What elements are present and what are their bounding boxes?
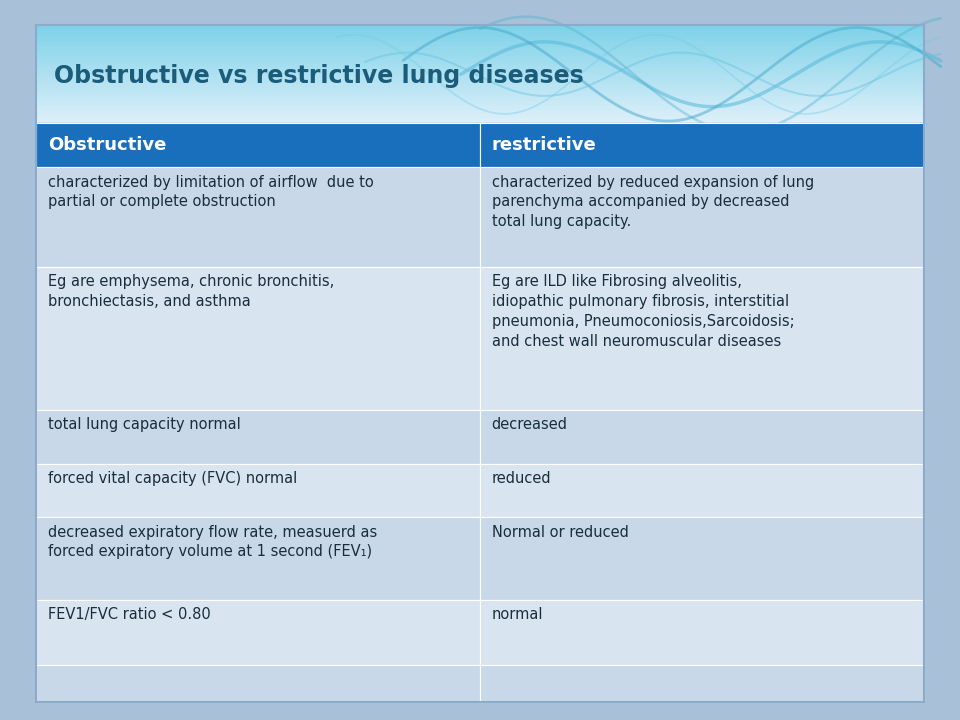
- Bar: [36, 31, 924, 33]
- Bar: [36, 54, 924, 56]
- Text: FEV1/FVC ratio < 0.80: FEV1/FVC ratio < 0.80: [48, 607, 211, 622]
- Bar: [36, 26, 924, 29]
- Bar: [36, 78, 924, 81]
- Text: reduced: reduced: [492, 471, 551, 486]
- Bar: [480, 665, 924, 702]
- Bar: [36, 66, 924, 68]
- Text: Normal or reduced: Normal or reduced: [492, 525, 629, 540]
- Bar: [36, 167, 480, 267]
- Bar: [36, 71, 924, 73]
- Bar: [36, 95, 924, 97]
- Bar: [36, 113, 924, 115]
- Bar: [36, 42, 924, 45]
- Bar: [36, 55, 924, 58]
- Bar: [36, 96, 924, 99]
- Bar: [36, 50, 924, 53]
- Bar: [36, 123, 480, 167]
- Bar: [36, 60, 924, 63]
- Text: Obstructive vs restrictive lung diseases: Obstructive vs restrictive lung diseases: [54, 64, 584, 89]
- Bar: [36, 44, 924, 47]
- Text: restrictive: restrictive: [492, 136, 596, 154]
- Bar: [36, 410, 480, 464]
- Text: Obstructive: Obstructive: [48, 136, 166, 154]
- Bar: [36, 75, 924, 78]
- Bar: [480, 267, 924, 410]
- Bar: [36, 32, 924, 35]
- Bar: [36, 109, 924, 112]
- Bar: [36, 108, 924, 110]
- Bar: [36, 48, 924, 50]
- Bar: [36, 84, 924, 86]
- Bar: [36, 99, 924, 102]
- Bar: [36, 86, 924, 89]
- Bar: [36, 464, 480, 518]
- Bar: [36, 30, 924, 32]
- Bar: [36, 98, 924, 100]
- Bar: [36, 28, 924, 30]
- Text: Eg are emphysema, chronic bronchitis,
bronchiectasis, and asthma: Eg are emphysema, chronic bronchitis, br…: [48, 274, 334, 309]
- Bar: [36, 114, 924, 117]
- Bar: [36, 107, 924, 109]
- Bar: [36, 68, 924, 71]
- Bar: [36, 518, 480, 600]
- Bar: [36, 46, 924, 48]
- Bar: [36, 73, 924, 76]
- Bar: [36, 91, 924, 94]
- Text: characterized by reduced expansion of lung
parenchyma accompanied by decreased
t: characterized by reduced expansion of lu…: [492, 174, 814, 229]
- Text: decreased: decreased: [492, 417, 567, 432]
- Bar: [36, 77, 924, 79]
- Bar: [36, 35, 924, 37]
- Bar: [36, 39, 924, 42]
- Bar: [36, 120, 924, 122]
- Bar: [480, 410, 924, 464]
- Bar: [36, 41, 924, 43]
- Bar: [36, 600, 480, 665]
- Bar: [36, 57, 924, 60]
- Bar: [480, 123, 924, 167]
- Bar: [36, 89, 924, 91]
- Bar: [36, 59, 924, 61]
- Bar: [36, 116, 924, 118]
- Text: forced vital capacity (FVC) normal: forced vital capacity (FVC) normal: [48, 471, 298, 486]
- Text: decreased expiratory flow rate, measuerd as
forced expiratory volume at 1 second: decreased expiratory flow rate, measuerd…: [48, 525, 377, 559]
- Bar: [480, 167, 924, 267]
- Text: total lung capacity normal: total lung capacity normal: [48, 417, 241, 432]
- Bar: [36, 93, 924, 96]
- Bar: [36, 82, 924, 84]
- Text: normal: normal: [492, 607, 543, 622]
- Bar: [36, 67, 924, 69]
- Bar: [36, 53, 924, 55]
- Bar: [480, 518, 924, 600]
- Bar: [36, 665, 480, 702]
- Bar: [36, 267, 480, 410]
- Bar: [36, 80, 924, 83]
- Bar: [36, 64, 924, 66]
- Text: characterized by limitation of airflow  due to
partial or complete obstruction: characterized by limitation of airflow d…: [48, 174, 373, 210]
- Bar: [36, 103, 924, 105]
- Bar: [36, 24, 924, 27]
- Bar: [480, 600, 924, 665]
- Bar: [36, 90, 924, 92]
- Bar: [36, 85, 924, 87]
- Bar: [36, 49, 924, 51]
- Bar: [36, 111, 924, 114]
- Bar: [36, 36, 924, 38]
- Text: Eg are ILD like Fibrosing alveolitis,
idiopathic pulmonary fibrosis, interstitia: Eg are ILD like Fibrosing alveolitis, id…: [492, 274, 794, 348]
- Bar: [36, 104, 924, 107]
- Bar: [36, 72, 924, 74]
- Bar: [36, 37, 924, 40]
- Bar: [36, 121, 924, 123]
- Bar: [36, 117, 924, 120]
- Bar: [36, 102, 924, 104]
- Bar: [480, 464, 924, 518]
- Bar: [36, 62, 924, 65]
